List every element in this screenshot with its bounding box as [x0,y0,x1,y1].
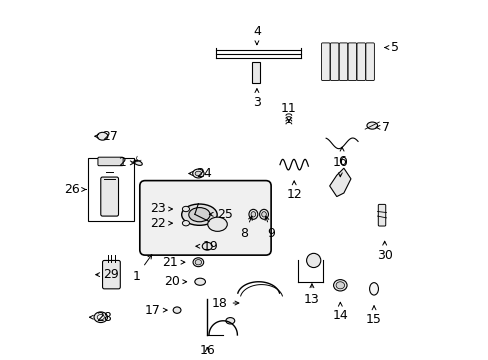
Text: 19: 19 [196,240,218,253]
FancyBboxPatch shape [98,157,123,166]
Ellipse shape [94,312,107,323]
Ellipse shape [193,258,203,267]
Ellipse shape [182,206,189,212]
Ellipse shape [261,212,266,217]
Ellipse shape [333,280,346,291]
Bar [251,62,260,83]
Ellipse shape [134,160,142,165]
Ellipse shape [97,315,104,320]
Text: 16: 16 [199,345,215,357]
Ellipse shape [225,318,234,324]
FancyBboxPatch shape [339,43,347,81]
Ellipse shape [182,204,217,225]
FancyBboxPatch shape [102,260,120,289]
Text: 7: 7 [375,121,389,134]
FancyBboxPatch shape [378,204,385,226]
Text: 11: 11 [281,102,296,122]
Text: 1: 1 [132,255,151,283]
Ellipse shape [335,282,344,289]
Text: 10: 10 [332,156,347,177]
Ellipse shape [259,210,268,219]
Text: 30: 30 [376,241,392,262]
Ellipse shape [188,208,210,222]
Text: 8: 8 [240,216,252,240]
Ellipse shape [192,169,203,178]
Ellipse shape [306,253,320,267]
Text: 17: 17 [144,303,167,317]
Ellipse shape [369,283,378,295]
FancyBboxPatch shape [330,43,338,81]
Text: 18: 18 [211,297,238,310]
Text: 28: 28 [89,311,112,324]
Ellipse shape [195,260,201,265]
Text: 2: 2 [118,156,134,169]
Ellipse shape [173,307,181,313]
Text: 23: 23 [149,202,172,216]
Text: 27: 27 [95,130,117,143]
FancyBboxPatch shape [356,43,365,81]
Text: 26: 26 [64,183,86,196]
Ellipse shape [195,171,201,176]
Text: 4: 4 [252,25,260,45]
Text: 22: 22 [149,217,172,230]
Ellipse shape [207,217,227,231]
Ellipse shape [250,212,255,217]
Text: 12: 12 [285,181,302,201]
Text: 29: 29 [96,268,119,281]
Polygon shape [329,168,350,197]
FancyBboxPatch shape [321,43,329,81]
Text: 15: 15 [366,306,381,325]
Ellipse shape [202,242,212,250]
Text: 3: 3 [252,89,260,109]
Text: 13: 13 [304,284,319,306]
FancyBboxPatch shape [347,43,356,81]
FancyBboxPatch shape [140,181,270,255]
Ellipse shape [248,210,257,219]
Text: 24: 24 [188,167,211,180]
Text: 9: 9 [264,216,274,240]
Bar [88,158,134,221]
FancyBboxPatch shape [101,177,118,216]
Ellipse shape [194,278,205,285]
FancyBboxPatch shape [365,43,374,81]
Ellipse shape [366,122,377,129]
Ellipse shape [182,221,189,226]
Ellipse shape [97,132,108,140]
Text: 20: 20 [163,275,186,288]
Text: 14: 14 [332,302,347,322]
Text: 25: 25 [209,208,232,221]
Text: 21: 21 [162,256,184,269]
Text: 5: 5 [384,41,399,54]
Text: 6: 6 [338,147,346,168]
